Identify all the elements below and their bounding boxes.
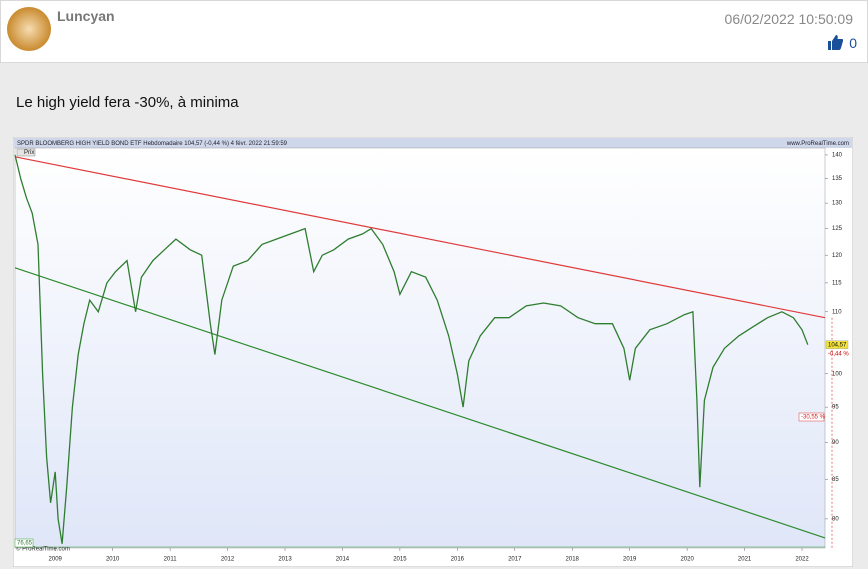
like-count: 0 [849, 35, 857, 51]
trend-line [14, 156, 826, 319]
target-label: -30,55 % [801, 415, 826, 421]
chart-header [14, 138, 852, 148]
low-box [14, 538, 34, 548]
change-label: -0,44 % [828, 351, 849, 357]
y-tick-label: 90 [832, 440, 839, 446]
trend-line [14, 267, 826, 539]
price-line [14, 154, 809, 544]
price-box [825, 340, 849, 349]
y-tick-label: 135 [832, 176, 843, 182]
legend-box [16, 148, 36, 157]
x-tick-label: 2017 [508, 557, 522, 563]
y-tick-label: 125 [832, 226, 843, 232]
x-tick-label: 2012 [221, 557, 235, 563]
author[interactable]: Luncyan [57, 8, 115, 24]
y-tick-label: 80 [832, 516, 839, 522]
y-tick-label: 100 [832, 371, 843, 377]
x-tick-label: 2010 [106, 557, 120, 563]
post-header: Luncyan 06/02/2022 10:50:09 0 [0, 0, 868, 63]
x-tick-label: 2013 [278, 557, 292, 563]
watermark: www.ProRealTime.com [786, 141, 849, 147]
y-tick-label: 140 [832, 153, 843, 159]
price-label: 104,57 [828, 342, 847, 348]
x-tick-label: 2016 [451, 557, 465, 563]
y-tick-label: 110 [832, 309, 842, 315]
low-label: 76,65 [17, 541, 33, 547]
y-tick-label: 120 [832, 253, 843, 259]
post-body: Le high yield fera -30%, à minima [16, 94, 239, 111]
likes[interactable]: 0 [827, 35, 857, 51]
x-tick-label: 2014 [336, 557, 350, 563]
chart-title: SPDR BLOOMBERG HIGH YIELD BOND ETF Hebdo… [17, 141, 288, 147]
x-tick-label: 2011 [164, 557, 178, 563]
x-tick-label: 2009 [49, 557, 63, 563]
copyright: © ProRealTime.com [16, 546, 70, 553]
x-tick-label: 2022 [795, 557, 809, 563]
legend-label: Prix [24, 150, 34, 156]
y-tick-label: 95 [832, 405, 839, 411]
avatar[interactable] [6, 6, 52, 52]
y-tick-label: 115 [832, 280, 842, 286]
x-tick-label: 2018 [566, 557, 580, 563]
target-box [798, 412, 825, 422]
thumb-icon[interactable] [827, 35, 844, 50]
x-tick-label: 2019 [623, 557, 637, 563]
x-tick-label: 2021 [738, 557, 752, 563]
y-tick-label: 85 [832, 477, 839, 483]
y-tick-label: 130 [832, 201, 843, 207]
x-tick-label: 2015 [393, 557, 407, 563]
x-tick-label: 2020 [680, 557, 694, 563]
plot-area [14, 147, 826, 549]
post-date: 06/02/2022 10:50:09 [724, 11, 853, 27]
chart: SPDR BLOOMBERG HIGH YIELD BOND ETF Hebdo… [13, 137, 853, 567]
